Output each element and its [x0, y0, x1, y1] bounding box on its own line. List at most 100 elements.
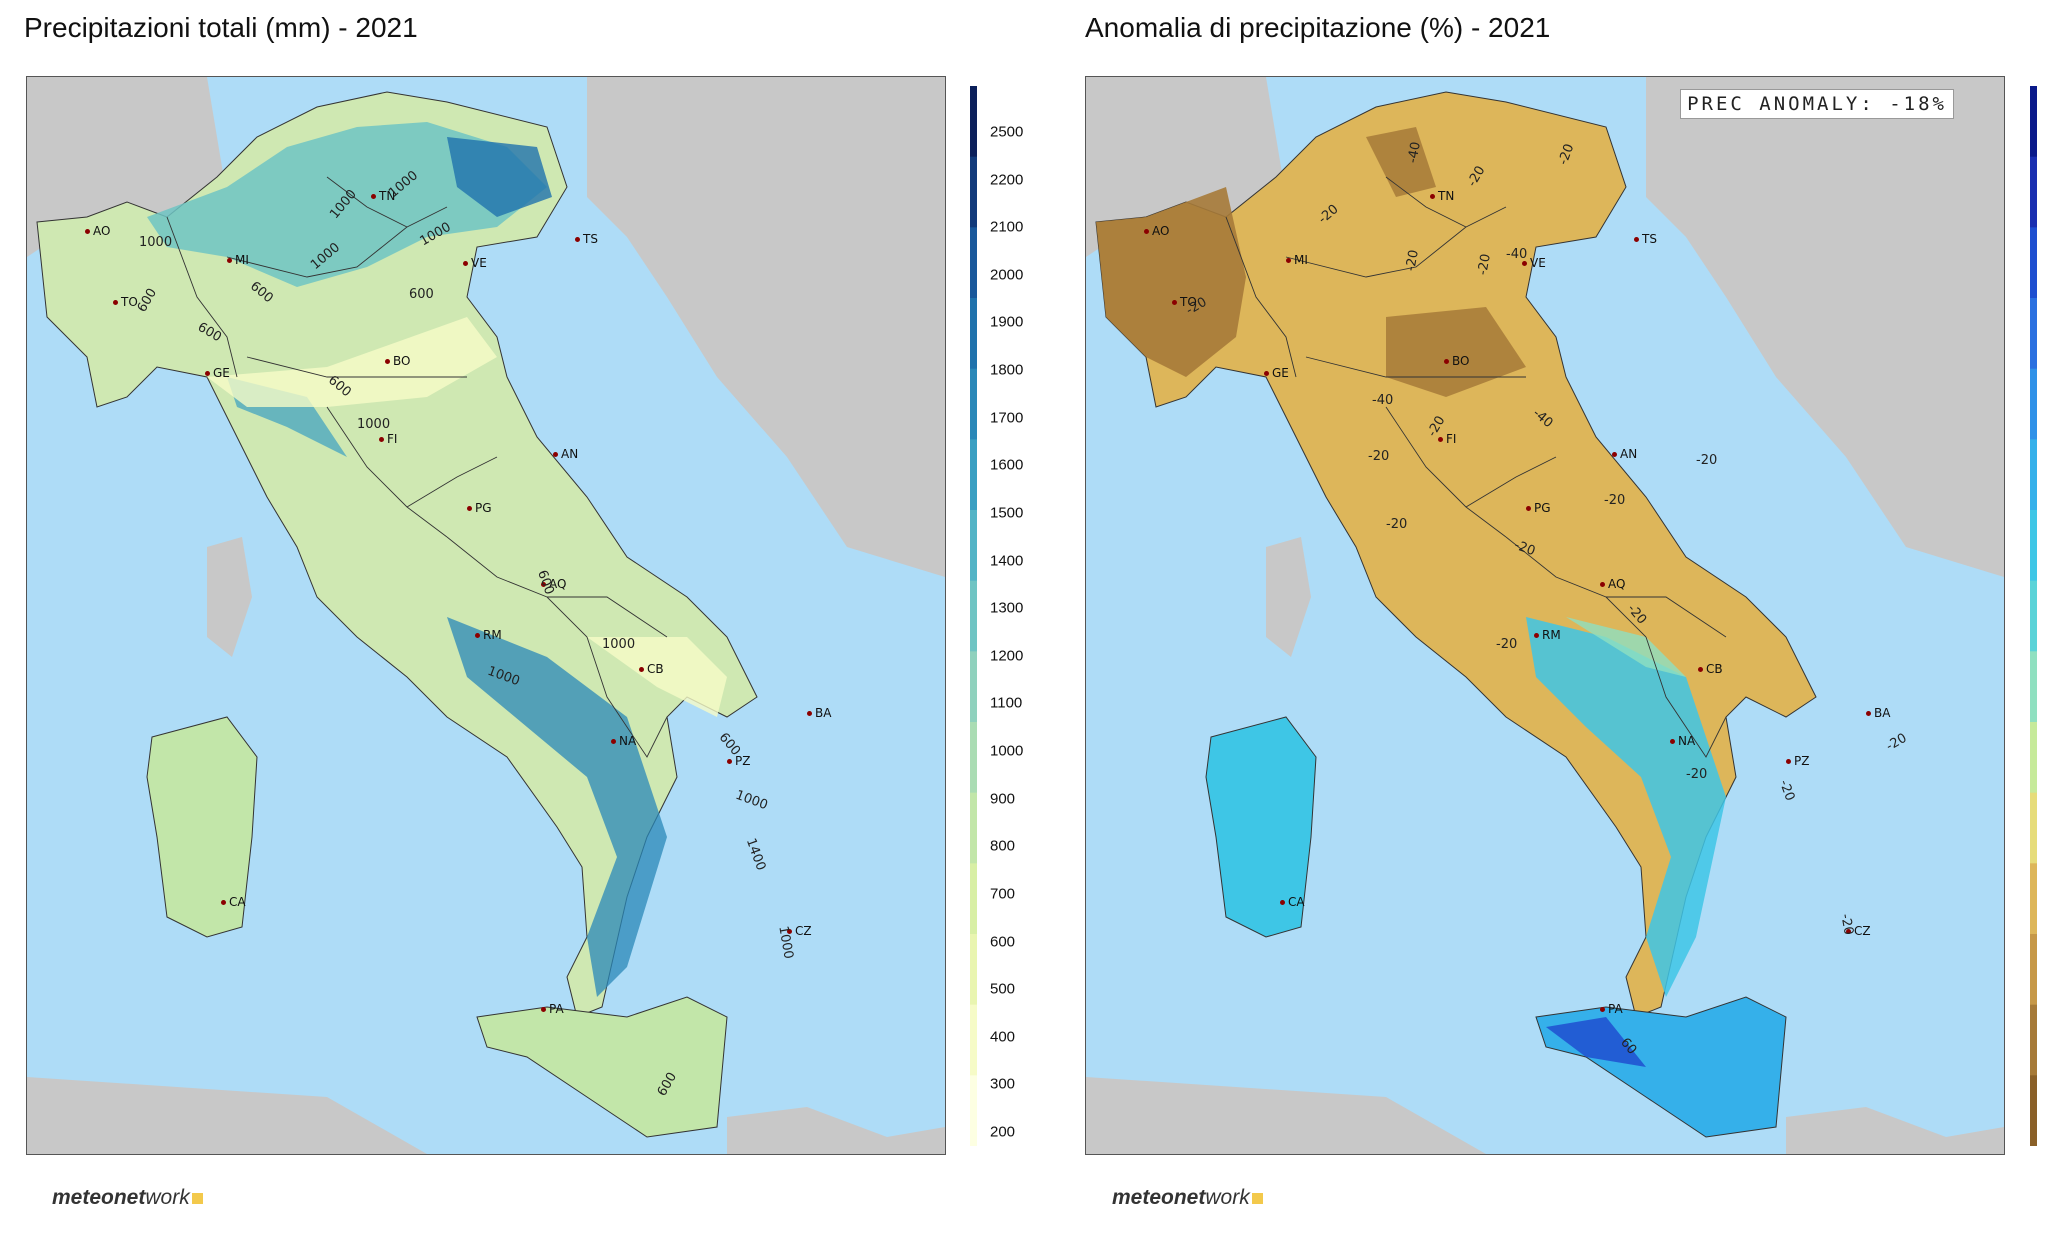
- city-marker-fi: FI: [379, 432, 397, 446]
- city-marker-ts: TS: [1634, 232, 1657, 246]
- anomaly-map-graphic: [1086, 77, 2004, 1154]
- colorbar-step: [2030, 651, 2037, 723]
- corsica: [207, 537, 252, 657]
- city-marker-cz: CZ: [787, 924, 812, 938]
- colorbar-tick-label: 800: [990, 837, 1016, 855]
- colorbar-tick-label: 200: [990, 1123, 1016, 1141]
- colorbar-step: [2030, 863, 2037, 935]
- city-marker-ca: CA: [221, 895, 246, 909]
- colorbar-tick-label: 2500: [990, 123, 1024, 141]
- colorbar-step: [2030, 1004, 2037, 1076]
- friuli-max-zone: [447, 137, 552, 217]
- land-africa-east: [1786, 1107, 2004, 1154]
- anomaly-colorbar: [2030, 86, 2037, 1146]
- city-marker-rm: RM: [1534, 628, 1561, 642]
- colorbar-step: [2030, 580, 2037, 652]
- city-marker-to: TO: [1172, 295, 1197, 309]
- corsica: [1266, 537, 1311, 657]
- city-marker-aq: AQ: [1600, 577, 1625, 591]
- colorbar-tick-label: 1400: [990, 552, 1024, 570]
- colorbar-tick-label: 900: [990, 790, 1016, 808]
- colorbar-step: [970, 298, 977, 370]
- colorbar-step: [2030, 298, 2037, 370]
- colorbar-tick-label: 1200: [990, 647, 1024, 665]
- colorbar-tick-label: 1500: [990, 504, 1024, 522]
- region-borders: [1225, 176, 1727, 758]
- colorbar-tick-label: 500: [990, 980, 1016, 998]
- land-balkans: [587, 77, 945, 577]
- city-marker-pa: PA: [1600, 1002, 1623, 1016]
- colorbar-step: [970, 722, 977, 794]
- precipitation-map-graphic: [27, 77, 945, 1154]
- alps-wet-zone: [147, 122, 547, 287]
- colorbar-tick-label: 600: [990, 933, 1016, 951]
- colorbar-step: [970, 792, 977, 864]
- city-marker-cz: CZ: [1846, 924, 1871, 938]
- left-map-title: Precipitazioni totali (mm) - 2021: [24, 12, 418, 43]
- contour-label: 600: [409, 287, 434, 302]
- colorbar-step: [2030, 722, 2037, 794]
- central-wet-patch: [1566, 617, 1686, 677]
- meteonetwork-logo: meteonetwork: [52, 1186, 203, 1210]
- land-africa-west: [27, 1077, 427, 1154]
- city-marker-ge: GE: [1264, 366, 1289, 380]
- po-valley-dry: [207, 317, 497, 407]
- city-marker-ge: GE: [205, 366, 230, 380]
- contour-label: -20: [1696, 453, 1718, 468]
- anomaly-summary-label: PREC ANOMALY: -18%: [1680, 89, 1954, 119]
- city-marker-cb: CB: [1698, 662, 1723, 676]
- city-marker-ao: AO: [1144, 224, 1169, 238]
- colorbar-step: [970, 863, 977, 935]
- city-marker-mi: MI: [227, 253, 249, 267]
- colorbar-step: [970, 86, 977, 158]
- apennine-south-wet: [447, 617, 667, 997]
- colorbar-step: [2030, 792, 2037, 864]
- colorbar-tick-label: 700: [990, 885, 1016, 903]
- colorbar-step: [970, 439, 977, 511]
- colorbar-step: [970, 580, 977, 652]
- colorbar-step: [970, 1075, 977, 1146]
- city-marker-pg: PG: [1526, 501, 1551, 515]
- city-marker-na: NA: [1670, 734, 1695, 748]
- right-map-title: Anomalia di precipitazione (%) - 2021: [1085, 12, 1551, 43]
- colorbar-tick-label: 2100: [990, 218, 1024, 236]
- colorbar-step: [970, 1004, 977, 1076]
- sardinia: [146, 716, 258, 938]
- city-marker-ba: BA: [807, 706, 831, 720]
- colorbar-tick-label: 300: [990, 1075, 1016, 1093]
- puglia-dry: [587, 637, 727, 717]
- colorbar-step: [970, 156, 977, 228]
- precipitation-total-map: AO MI TN VE TS TO GE BO FI AN PG AQ RM C…: [26, 76, 946, 1155]
- colorbar-step: [2030, 934, 2037, 1006]
- contour-label: 1000: [357, 417, 391, 432]
- contour-label: -20: [1368, 449, 1390, 464]
- sicily-max-anomaly: [1546, 1017, 1646, 1067]
- city-marker-cb: CB: [639, 662, 664, 676]
- contour-label: 1000: [602, 637, 636, 652]
- colorbar-step: [2030, 1075, 2037, 1146]
- colorbar-step: [2030, 510, 2037, 582]
- city-marker-ao: AO: [85, 224, 110, 238]
- city-marker-tn: TN: [1430, 189, 1454, 203]
- city-marker-bo: BO: [1444, 354, 1469, 368]
- contour-label: -20: [1386, 517, 1408, 532]
- colorbar-tick-label: 1300: [990, 599, 1024, 617]
- precipitation-anomaly-map: PREC ANOMALY: -18% AO MI TN VE TS TO GE …: [1085, 76, 2005, 1155]
- colorbar-tick-label: 1000: [990, 742, 1024, 760]
- precipitation-colorbar: [970, 86, 977, 1146]
- emilia-dry-zone: [1386, 307, 1526, 397]
- city-marker-bo: BO: [385, 354, 410, 368]
- contour-label: -40: [1506, 247, 1528, 262]
- colorbar-tick-label: 1900: [990, 313, 1024, 331]
- colorbar-tick-label: 1800: [990, 361, 1024, 379]
- sicily: [1535, 996, 1787, 1138]
- city-marker-pz: PZ: [1786, 754, 1809, 768]
- city-marker-ve: VE: [1522, 256, 1546, 270]
- contour-label: -40: [1372, 393, 1394, 408]
- city-marker-pg: PG: [467, 501, 492, 515]
- sicily: [476, 996, 728, 1138]
- contour-label: -20: [1604, 493, 1626, 508]
- city-marker-mi: MI: [1286, 253, 1308, 267]
- city-marker-pz: PZ: [727, 754, 750, 768]
- colorbar-step: [2030, 86, 2037, 158]
